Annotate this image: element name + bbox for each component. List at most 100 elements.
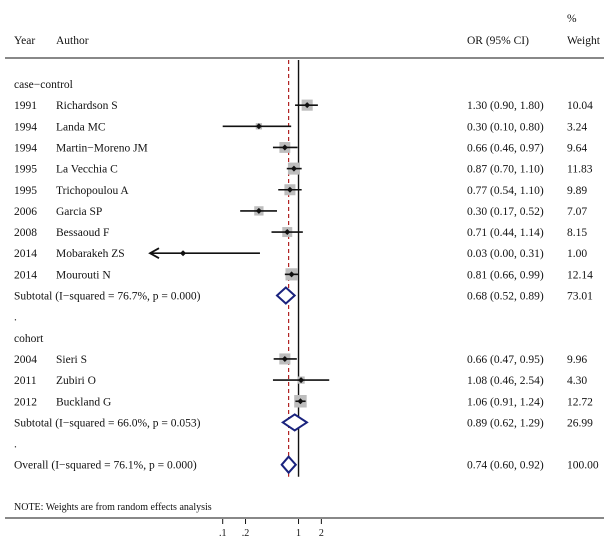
row-study: 1994 Martin−Moreno JM 0.66 (0.46, 0.97) 9.6…	[14, 142, 587, 154]
row-group: cohort	[14, 333, 44, 345]
row-overall: Overall (I−squared = 76.1%, p = 0.000) 0.…	[14, 455, 599, 475]
header: Year Author OR (95% CI) % Weight	[14, 13, 601, 47]
row-group: case−control	[14, 79, 73, 91]
study-point-estimate	[286, 186, 293, 193]
study-or-ci: 0.30 (0.10, 0.80)	[467, 121, 544, 133]
study-point-estimate	[288, 271, 295, 278]
subtotal-diamond	[280, 413, 309, 432]
study-weight: 4.30	[567, 375, 587, 387]
row-dot: .	[14, 312, 17, 324]
x-tick-label: 1	[296, 528, 301, 539]
study-point-estimate	[180, 250, 187, 257]
x-tick-label: .1	[219, 528, 227, 539]
study-or-ci: 0.87 (0.70, 1.10)	[467, 164, 544, 176]
row-subtotal: Subtotal (I−squared = 76.7%, p = 0.000) 0…	[14, 286, 593, 305]
study-point-estimate	[284, 229, 291, 236]
header-or: OR (95% CI)	[467, 35, 529, 47]
study-weight: 10.04	[567, 100, 593, 112]
study-year: 1995	[14, 164, 37, 176]
x-tick-label: .2	[242, 528, 250, 539]
study-author: Bessaoud F	[56, 227, 109, 239]
row-study: 2004 Sieri S 0.66 (0.47, 0.95) 9.96	[14, 353, 587, 366]
study-year: 2011	[14, 375, 37, 387]
row-study: 2011 Zubiri O 1.08 (0.46, 2.54) 4.30	[14, 375, 587, 387]
row-study: 1995 La Vecchia C 0.87 (0.70, 1.10) 11.83	[14, 162, 593, 176]
header-weight-pct: %	[567, 13, 577, 25]
study-or-ci: 0.03 (0.00, 0.31)	[467, 248, 544, 260]
study-author: Trichopoulou A	[56, 185, 129, 197]
study-weight: 8.15	[567, 227, 587, 239]
study-weight: 12.72	[567, 396, 593, 408]
study-year: 2012	[14, 396, 37, 408]
study-year: 2006	[14, 206, 37, 218]
subtotal-weight: 73.01	[567, 291, 593, 303]
study-year: 1994	[14, 142, 37, 154]
row-study: 1991 Richardson S 1.30 (0.90, 1.80) 10.04	[14, 99, 593, 112]
study-year: 1995	[14, 185, 37, 197]
study-weight: 11.83	[567, 164, 593, 176]
spacer-dot: .	[14, 312, 17, 324]
study-weight: 7.07	[567, 206, 587, 218]
row-study: 1995 Trichopoulou A 0.77 (0.54, 1.10) 9.89	[14, 184, 587, 197]
study-author: Sieri S	[56, 354, 87, 366]
study-or-ci: 0.66 (0.46, 0.97)	[467, 142, 544, 154]
overall-weight: 100.00	[567, 460, 599, 472]
row-study: 2008 Bessaoud F 0.71 (0.44, 1.14) 8.15	[14, 227, 587, 239]
study-or-ci: 0.77 (0.54, 1.10)	[467, 185, 544, 197]
study-author: Buckland G	[56, 396, 111, 408]
row-dot: .	[14, 439, 17, 451]
study-point-estimate	[255, 207, 262, 214]
row-subtotal: Subtotal (I−squared = 66.0%, p = 0.053) 0…	[14, 413, 593, 432]
study-weight: 12.14	[567, 269, 593, 281]
study-year: 2004	[14, 354, 37, 366]
study-author: Mourouti N	[56, 269, 111, 281]
study-year: 2014	[14, 269, 37, 281]
study-author: Mobarakeh ZS	[56, 248, 125, 260]
study-or-ci: 1.06 (0.91, 1.24)	[467, 396, 544, 408]
study-or-ci: 0.66 (0.47, 0.95)	[467, 354, 544, 366]
overall-or-ci: 0.74 (0.60, 0.92)	[467, 460, 544, 472]
row-study: 1994 Landa MC 0.30 (0.10, 0.80) 3.24	[14, 121, 587, 133]
subtotal-weight: 26.99	[567, 417, 593, 429]
study-point-estimate	[255, 123, 262, 130]
rows: case−control 1991 Richardson S 1.30 (0.90, …	[14, 79, 599, 475]
header-author: Author	[56, 35, 89, 47]
row-study: 2012 Buckland G 1.06 (0.91, 1.24) 12.72	[14, 395, 593, 408]
subtotal-label: Subtotal (I−squared = 76.7%, p = 0.000)	[14, 291, 201, 303]
row-study: 2006 Garcia SP 0.30 (0.17, 0.52) 7.07	[14, 206, 587, 218]
study-point-estimate	[281, 355, 288, 362]
study-ci-arrow	[148, 247, 160, 259]
spacer-dot: .	[14, 439, 17, 451]
study-or-ci: 0.81 (0.66, 0.99)	[467, 269, 544, 281]
study-author: Zubiri O	[56, 375, 96, 387]
subtotal-or-ci: 0.68 (0.52, 0.89)	[467, 291, 544, 303]
study-or-ci: 0.30 (0.17, 0.52)	[467, 206, 544, 218]
group-label: cohort	[14, 333, 44, 345]
study-author: Richardson S	[56, 100, 118, 112]
study-point-estimate	[297, 398, 304, 405]
study-or-ci: 1.30 (0.90, 1.80)	[467, 100, 544, 112]
study-or-ci: 1.08 (0.46, 2.54)	[467, 375, 544, 387]
note: NOTE: Weights are from random effects an…	[14, 502, 212, 513]
header-weight: Weight	[567, 35, 601, 47]
group-label: case−control	[14, 79, 73, 91]
study-author: La Vecchia C	[56, 164, 118, 176]
study-author: Martin−Moreno JM	[56, 142, 148, 154]
row-study: 2014 Mobarakeh ZS 0.03 (0.00, 0.31) 1.00	[14, 247, 587, 260]
study-author: Garcia SP	[56, 206, 102, 218]
study-weight: 1.00	[567, 248, 587, 260]
study-point-estimate	[290, 165, 297, 172]
study-point-estimate	[281, 144, 288, 151]
study-or-ci: 0.71 (0.44, 1.14)	[467, 227, 544, 239]
study-weight: 9.64	[567, 142, 587, 154]
overall-diamond	[280, 455, 298, 475]
study-author: Landa MC	[56, 121, 106, 133]
study-year: 2008	[14, 227, 37, 239]
x-tick-label: 2	[319, 528, 324, 539]
study-point-estimate	[298, 377, 305, 384]
study-weight: 3.24	[567, 121, 587, 133]
study-year: 2014	[14, 248, 37, 260]
study-weight: 9.96	[567, 354, 587, 366]
row-study: 2014 Mourouti N 0.81 (0.66, 0.99) 12.14	[14, 268, 593, 281]
